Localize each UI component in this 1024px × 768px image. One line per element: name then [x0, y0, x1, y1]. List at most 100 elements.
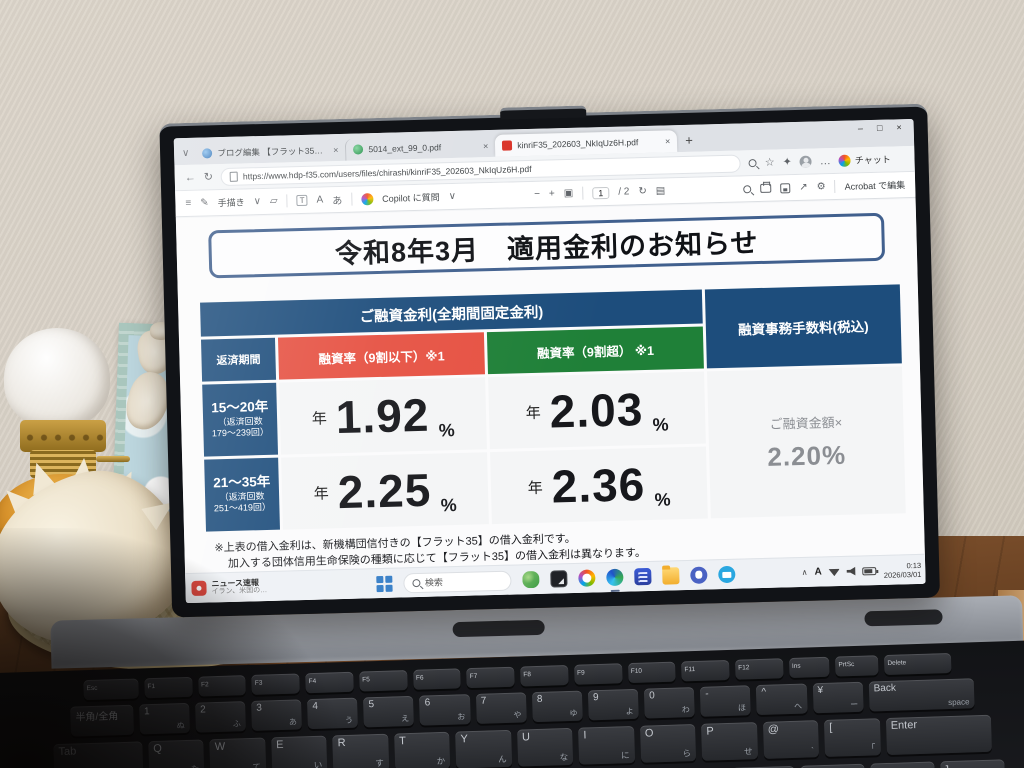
- key-Back[interactable]: Back space: [868, 678, 975, 712]
- key-[[interactable]: [「: [824, 718, 881, 757]
- taskbar-clock[interactable]: 0:13 2026/03/01: [883, 560, 922, 580]
- new-tab-button[interactable]: +: [685, 132, 694, 148]
- key-@[interactable]: @ `: [762, 720, 820, 759]
- system-tray: ∧ A 0:13 2026/03/01: [801, 560, 922, 581]
- key-F5[interactable]: F5: [358, 670, 408, 692]
- pdf-menu-icon[interactable]: ≡: [185, 197, 192, 210]
- date: 2026/03/01: [883, 569, 922, 580]
- period-years: 21～35年: [213, 474, 271, 491]
- copilot-chat-button[interactable]: チャット: [838, 153, 891, 167]
- back-icon[interactable]: ←: [184, 171, 196, 184]
- close-button[interactable]: ×: [896, 122, 902, 133]
- key-F12[interactable]: F12: [734, 658, 784, 680]
- search-icon[interactable]: [748, 158, 757, 167]
- key-:[interactable]: :け: [870, 761, 936, 768]
- key-Ins[interactable]: Ins: [788, 656, 830, 679]
- eraser-icon[interactable]: ▱: [269, 195, 278, 207]
- key-Enter[interactable]: Enter: [885, 714, 993, 756]
- ime-indicator[interactable]: A: [814, 566, 822, 578]
- draw-caret-icon[interactable]: ∨: [253, 196, 262, 208]
- pdf-search-icon[interactable]: [743, 184, 752, 193]
- widgets-icon[interactable]: [521, 570, 540, 589]
- taskbar-icons: [521, 565, 736, 589]
- add-text-icon[interactable]: T: [296, 194, 308, 207]
- pen-icon[interactable]: ✎: [200, 197, 209, 209]
- copilot-caret-icon[interactable]: ∨: [448, 190, 457, 203]
- edit-with-acrobat-button[interactable]: Acrobat で編集: [844, 180, 906, 192]
- key-F10[interactable]: F10: [627, 661, 676, 684]
- zoom-in-icon[interactable]: +: [548, 188, 555, 200]
- task-view-icon[interactable]: [549, 570, 568, 588]
- document-title-banner: 令和8年3月 適用金利のお知らせ: [208, 212, 886, 279]
- collections-icon[interactable]: ✦: [782, 156, 793, 169]
- key-F7[interactable]: F7: [466, 666, 515, 689]
- tab-close-icon[interactable]: ×: [482, 141, 489, 152]
- rotate-icon[interactable]: ↻: [638, 185, 647, 198]
- key-^[interactable]: ^ へ: [756, 683, 808, 716]
- battery-icon[interactable]: [862, 566, 877, 575]
- profile-avatar-icon[interactable]: [799, 155, 813, 168]
- window-controls: – □ ×: [858, 119, 908, 133]
- calculator-icon[interactable]: [633, 567, 652, 586]
- key-;[interactable]: ;れ: [800, 763, 867, 768]
- draw-tool-button[interactable]: 手描き: [217, 197, 245, 209]
- key-F8[interactable]: F8: [520, 664, 569, 687]
- key-][interactable]: ]」: [940, 759, 1006, 768]
- mail-icon[interactable]: [717, 565, 736, 584]
- year-prefix: 年: [311, 409, 328, 428]
- start-button[interactable]: [375, 575, 393, 592]
- tab-title: 5014_ext_99_0.pdf: [368, 142, 442, 155]
- key-F6[interactable]: F6: [412, 668, 462, 690]
- key--[interactable]: -ほ: [700, 685, 752, 717]
- tray-chevron-icon[interactable]: ∧: [801, 567, 808, 578]
- page-info-icon[interactable]: [229, 171, 239, 182]
- tab-close-icon[interactable]: ×: [333, 144, 339, 156]
- maximize-button[interactable]: □: [876, 122, 883, 133]
- page-number-input[interactable]: 1: [592, 186, 610, 199]
- period-years: 15～20年: [211, 399, 269, 416]
- read-aloud-icon[interactable]: A: [316, 194, 324, 206]
- zoom-out-icon[interactable]: −: [534, 188, 541, 200]
- key-F11[interactable]: F11: [681, 659, 730, 682]
- search-label: 検索: [424, 577, 444, 588]
- volume-icon[interactable]: [847, 567, 856, 576]
- settings-gear-icon[interactable]: ⚙: [816, 181, 826, 193]
- translate-icon[interactable]: あ: [332, 195, 343, 208]
- tab-search-chevron-icon[interactable]: ∨: [181, 147, 190, 160]
- wifi-icon[interactable]: [829, 567, 840, 576]
- edge-icon[interactable]: [605, 568, 624, 587]
- refresh-icon[interactable]: ↻: [203, 171, 214, 184]
- page-view-icon[interactable]: ▤: [655, 185, 666, 197]
- key-PrtSc[interactable]: PrtSc: [835, 655, 879, 677]
- fullscreen-icon[interactable]: ↗: [799, 181, 808, 193]
- period-note: 251～419回）: [213, 502, 272, 514]
- save-icon[interactable]: [780, 182, 791, 193]
- minimize-button[interactable]: –: [857, 123, 864, 134]
- favorites-star-icon[interactable]: ☆: [764, 156, 775, 169]
- taskbar-search[interactable]: 検索: [402, 570, 512, 593]
- key-Delete[interactable]: Delete: [884, 652, 952, 676]
- copilot-icon[interactable]: [577, 569, 596, 587]
- tab-close-icon[interactable]: ×: [664, 136, 671, 147]
- key-¥[interactable]: ¥ ー: [812, 681, 864, 714]
- ask-copilot-button[interactable]: Copilot に質問: [382, 192, 440, 204]
- key-F9[interactable]: F9: [573, 663, 623, 685]
- print-icon[interactable]: [760, 183, 772, 193]
- file-explorer-icon[interactable]: [661, 567, 680, 585]
- more-menu-icon[interactable]: …: [819, 154, 831, 167]
- fit-page-icon[interactable]: ▣: [563, 187, 574, 200]
- teams-icon[interactable]: [689, 566, 708, 584]
